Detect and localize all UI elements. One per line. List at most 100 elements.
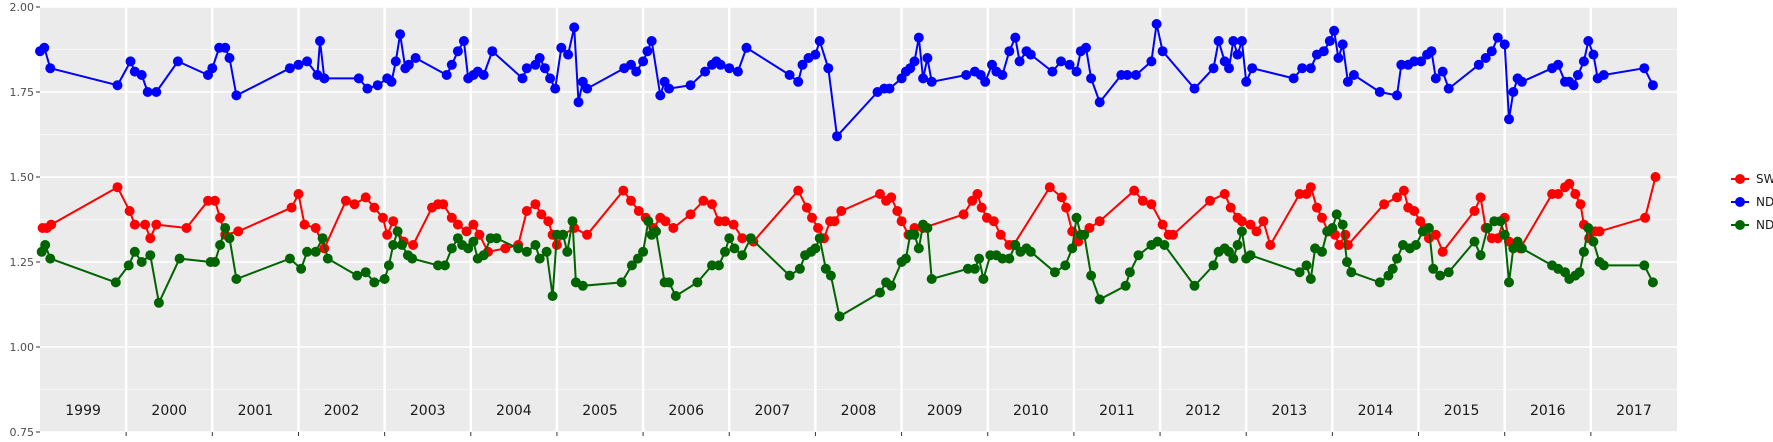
data-point-ndvi	[207, 63, 218, 74]
y-tick-label: 2.00	[10, 1, 35, 14]
data-point-ndvi	[1568, 80, 1579, 91]
data-point-ndwi	[810, 243, 821, 254]
data-point-ndwi	[558, 229, 568, 240]
data-point-ndvi	[814, 36, 825, 46]
legend-item-ndwi: NDWI	[1731, 218, 1773, 232]
data-point-ndvi	[573, 97, 584, 108]
data-point-ndvi	[534, 53, 545, 63]
data-point-ndwi	[632, 253, 643, 264]
data-point-ndvi	[319, 73, 330, 84]
data-point-ndwi	[1120, 280, 1131, 291]
data-point-ndvi	[832, 131, 842, 142]
year-label: 2009	[927, 403, 963, 419]
data-point-swir	[1650, 172, 1661, 182]
data-point-ndwi	[1189, 280, 1200, 291]
data-point-ndwi	[1469, 236, 1480, 247]
data-point-ndvi	[1130, 70, 1141, 80]
data-point-ndwi	[1133, 250, 1144, 261]
data-point-swir	[46, 219, 57, 230]
data-point-ndvi	[362, 83, 373, 94]
data-point-ndvi	[302, 56, 313, 67]
data-point-swir	[369, 202, 380, 213]
year-label: 2006	[668, 403, 704, 419]
data-point-ndwi	[713, 260, 724, 271]
y-tick-label: 1.00	[10, 341, 35, 354]
data-point-ndwi	[209, 257, 220, 267]
data-point-ndwi	[1435, 270, 1446, 281]
series-ndvi	[35, 19, 1658, 142]
data-point-ndwi	[231, 274, 242, 284]
data-point-swir	[1225, 202, 1236, 213]
series-layer	[35, 19, 1661, 322]
data-point-ndvi	[556, 42, 567, 53]
data-point-ndvi	[1396, 59, 1407, 70]
data-point-ndwi	[1392, 253, 1402, 264]
year-label: 2013	[1271, 403, 1307, 419]
data-point-ndwi	[439, 260, 450, 271]
data-point-ndwi	[136, 257, 147, 267]
data-point-ndwi	[396, 240, 407, 250]
year-label: 2005	[582, 403, 618, 419]
data-point-ndvi	[1224, 63, 1234, 74]
data-point-ndvi	[626, 59, 636, 70]
data-point-swir	[720, 216, 730, 227]
data-point-swir	[1157, 219, 1168, 230]
data-point-ndvi	[112, 80, 123, 91]
data-point-ndwi	[463, 243, 474, 254]
data-point-swir	[892, 206, 903, 216]
data-point-swir	[536, 209, 547, 220]
data-point-ndvi	[700, 66, 711, 77]
data-point-ndwi	[820, 263, 831, 274]
data-point-ndvi	[724, 63, 735, 74]
data-point-ndwi	[724, 233, 735, 244]
data-point-ndvi	[1647, 80, 1658, 91]
data-point-ndvi	[1010, 32, 1021, 43]
data-point-swir	[886, 192, 897, 203]
data-point-ndwi	[1482, 223, 1493, 233]
data-point-ndvi	[1228, 36, 1239, 46]
data-point-ndwi	[969, 263, 980, 274]
data-point-ndvi	[125, 56, 136, 67]
data-point-ndvi	[1318, 46, 1329, 57]
data-point-swir	[438, 199, 449, 210]
data-point-ndwi	[1208, 260, 1219, 271]
data-point-ndwi	[1228, 253, 1239, 264]
data-point-swir	[1305, 182, 1316, 193]
data-point-ndwi	[1387, 263, 1398, 274]
data-point-ndwi	[834, 311, 845, 322]
data-point-swir	[1594, 226, 1605, 237]
data-point-swir	[1379, 199, 1390, 210]
data-point-ndvi	[172, 56, 183, 67]
legend-item-ndvi: NDVI	[1731, 195, 1773, 209]
data-point-ndwi	[745, 233, 756, 244]
year-labels: 1999 2000 2001 2002 2003 2004 2005 2006 2007 2008…	[65, 403, 1651, 419]
data-point-swir	[1317, 212, 1327, 223]
data-point-ndvi	[563, 49, 574, 60]
data-point-swir	[668, 223, 679, 233]
data-point-swir	[181, 223, 192, 233]
data-point-ndvi	[293, 59, 304, 70]
data-point-ndwi	[513, 243, 524, 254]
data-point-ndvi	[1583, 36, 1594, 46]
data-point-ndwi	[145, 250, 156, 261]
data-point-swir	[807, 212, 817, 223]
data-point-swir	[1340, 229, 1351, 240]
data-point-ndvi	[539, 63, 550, 74]
data-point-ndvi	[646, 36, 657, 46]
data-point-ndwi	[1317, 246, 1327, 257]
data-point-ndwi	[875, 287, 885, 298]
data-point-swir	[582, 229, 593, 240]
data-point-ndwi	[1578, 246, 1589, 257]
data-point-ndwi	[1094, 294, 1105, 305]
data-point-swir	[836, 206, 847, 216]
data-point-swir	[1437, 246, 1448, 257]
data-point-swir	[1137, 195, 1148, 206]
data-point-swir	[203, 195, 213, 206]
data-point-swir	[286, 202, 297, 213]
data-point-ndvi	[1071, 66, 1082, 77]
y-tick-label: 1.75	[10, 86, 35, 99]
data-point-ndvi	[45, 63, 56, 74]
data-point-swir	[340, 195, 351, 206]
data-point-ndvi	[386, 76, 397, 87]
